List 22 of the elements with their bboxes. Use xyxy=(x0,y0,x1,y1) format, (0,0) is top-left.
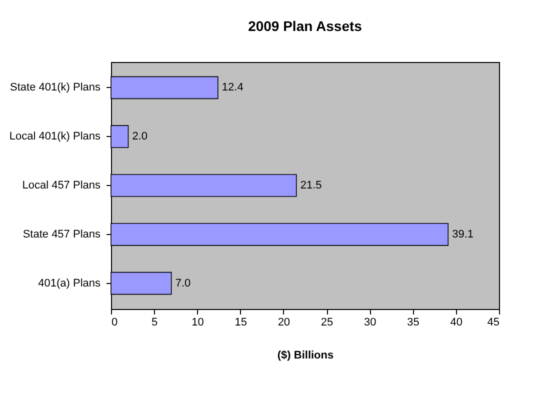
data-label: 21.5 xyxy=(300,180,322,192)
chart-title: 2009 Plan Assets xyxy=(248,18,362,34)
x-tick-label: 25 xyxy=(320,316,334,328)
y-tick-label: Local 457 Plans xyxy=(22,180,101,192)
x-tick-label: 45 xyxy=(487,316,500,328)
x-tick-label: 10 xyxy=(192,316,204,328)
x-tick-label: 0 xyxy=(112,316,118,328)
data-label: 12.4 xyxy=(222,82,244,94)
x-tick-label: 30 xyxy=(364,316,376,328)
x-tick-label: 40 xyxy=(450,316,463,328)
x-tick-label: 20 xyxy=(278,316,290,328)
data-label: 39.1 xyxy=(452,228,474,240)
y-tick-label: 401(a) Plans xyxy=(38,277,101,290)
y-tick-label: State 457 Plans xyxy=(22,228,101,240)
y-tick-label: Local 401(k) Plans xyxy=(9,130,101,143)
y-tick-label: State 401(k) Plans xyxy=(10,82,101,94)
data-label: 7.0 xyxy=(175,277,191,290)
x-tick-label: 35 xyxy=(407,316,420,328)
x-tick-label: 15 xyxy=(234,316,247,328)
x-tick-label: 5 xyxy=(152,316,158,328)
data-label: 2.0 xyxy=(132,130,148,143)
x-axis-title: ($) Billions xyxy=(277,350,334,362)
